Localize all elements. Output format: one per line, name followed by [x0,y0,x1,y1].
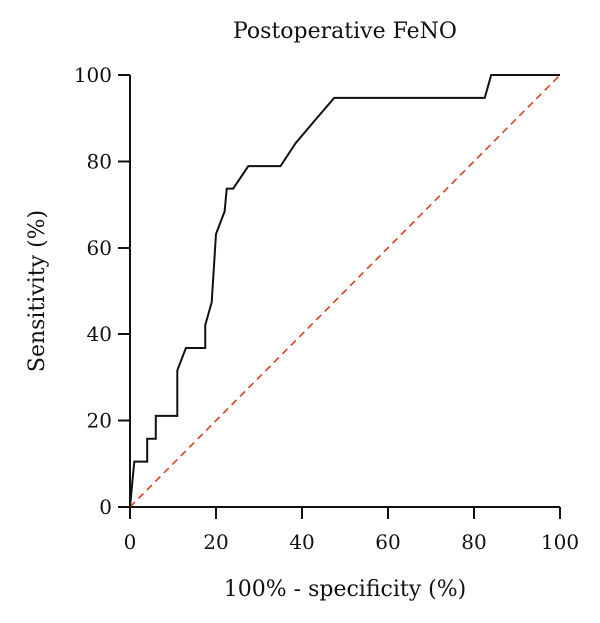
y-ticks: 0 20 40 60 80 100 [74,63,130,519]
x-ticks: 0 20 40 60 80 100 [124,507,579,554]
x-tick-label: 40 [289,530,314,554]
y-tick-label: 20 [87,409,112,433]
y-tick-label: 80 [87,149,112,173]
y-tick-label: 100 [74,63,112,87]
x-tick-label: 0 [124,530,137,554]
y-tick-label: 0 [99,495,112,519]
y-axis-label: Sensitivity (%) [25,210,50,372]
y-tick-label: 60 [87,236,112,260]
reference-diagonal-line [129,74,561,508]
roc-curve [129,74,560,508]
x-tick-label: 100 [541,530,579,554]
y-tick-label: 40 [87,322,112,346]
axes-group: 0 20 40 60 80 100 0 20 40 60 80 100 [74,63,579,554]
x-tick-label: 60 [375,530,400,554]
plot-area [129,74,561,508]
x-axis-label: 100% - specificity (%) [224,577,466,602]
chart-title: Postoperative FeNO [233,19,457,44]
x-tick-label: 20 [203,530,228,554]
x-tick-label: 80 [461,530,486,554]
